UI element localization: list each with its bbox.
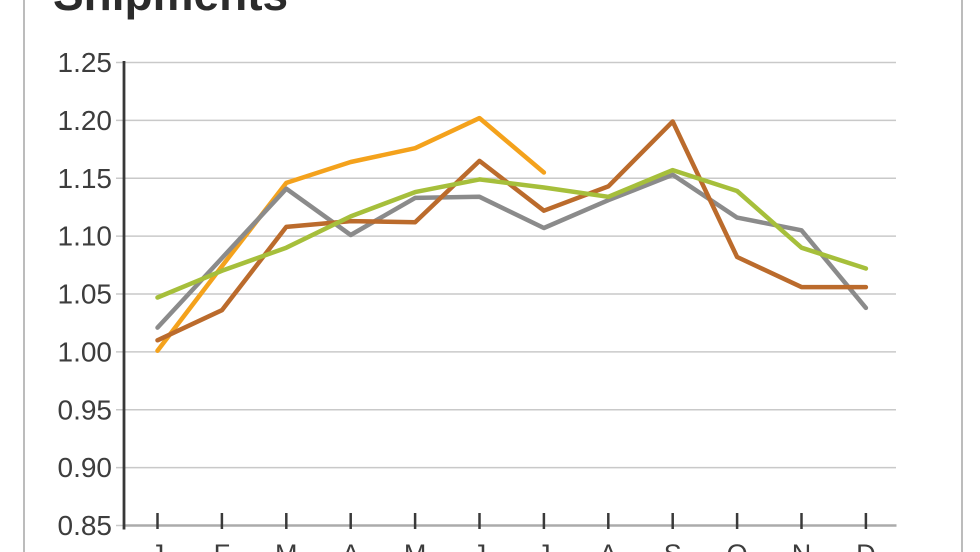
y-axis-tick-label: 1.20 [58, 105, 113, 136]
chart-frame-border-left [23, 0, 25, 552]
x-axis-month-label: A [599, 539, 617, 552]
y-axis-tick-label: 0.85 [58, 510, 113, 541]
x-axis-month-label: J [473, 539, 487, 552]
x-axis-month-label: M [275, 539, 298, 552]
y-axis-tick-label: 1.15 [58, 163, 113, 194]
x-axis-month-label: F [214, 539, 231, 552]
x-axis-month-label: A [342, 539, 360, 552]
x-axis-month-label: J [151, 539, 165, 552]
y-axis-tick-label: 0.90 [58, 452, 113, 483]
y-axis-tick-label: 1.05 [58, 279, 113, 310]
y-axis-tick-label: 0.95 [58, 394, 113, 425]
x-axis-month-label: N [792, 539, 812, 552]
x-axis-month-label: S [664, 539, 682, 552]
y-axis-tick-label: 1.00 [58, 336, 113, 367]
chart-title: Shipments [53, 0, 288, 17]
series-line-yellow-green [155, 167, 869, 300]
series-line-gray [155, 172, 869, 330]
x-axis-month-label: M [404, 539, 427, 552]
y-axis-tick-label: 1.10 [58, 221, 113, 252]
series-line-amber [155, 115, 547, 353]
y-axis-tick-label: 1.25 [58, 47, 113, 78]
x-axis-month-label: J [537, 539, 551, 552]
chart-frame-border-right [961, 0, 963, 552]
series-line-orange-brown [155, 119, 869, 343]
x-axis-month-label: D [856, 539, 876, 552]
x-axis-month-label: O [727, 539, 748, 552]
